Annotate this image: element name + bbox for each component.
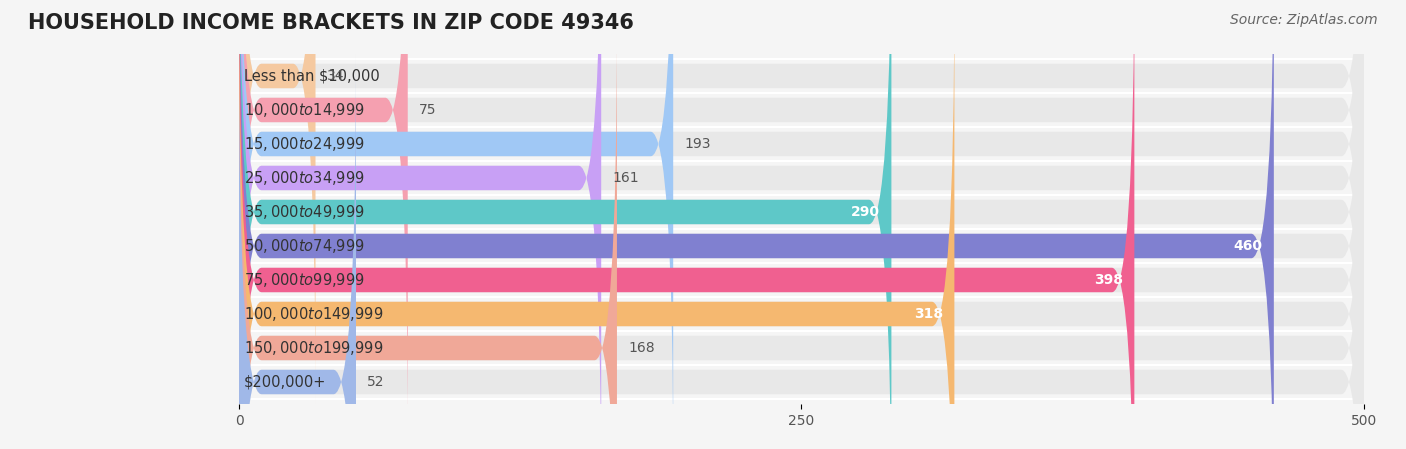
Text: 52: 52 (367, 375, 385, 389)
Text: $50,000 to $74,999: $50,000 to $74,999 (243, 237, 364, 255)
Text: 161: 161 (613, 171, 640, 185)
FancyBboxPatch shape (239, 0, 1364, 449)
FancyBboxPatch shape (239, 20, 617, 449)
Text: 318: 318 (914, 307, 943, 321)
Text: 460: 460 (1233, 239, 1263, 253)
Text: Less than $10,000: Less than $10,000 (243, 69, 380, 84)
FancyBboxPatch shape (239, 0, 1364, 438)
FancyBboxPatch shape (239, 0, 1364, 404)
FancyBboxPatch shape (239, 0, 1364, 449)
FancyBboxPatch shape (239, 0, 1364, 449)
Text: Source: ZipAtlas.com: Source: ZipAtlas.com (1230, 13, 1378, 27)
Text: $75,000 to $99,999: $75,000 to $99,999 (243, 271, 364, 289)
Text: $150,000 to $199,999: $150,000 to $199,999 (243, 339, 382, 357)
Text: 193: 193 (685, 137, 711, 151)
Text: 398: 398 (1094, 273, 1123, 287)
Text: $15,000 to $24,999: $15,000 to $24,999 (243, 135, 364, 153)
Text: 34: 34 (326, 69, 344, 83)
FancyBboxPatch shape (239, 0, 1135, 449)
Text: $100,000 to $149,999: $100,000 to $149,999 (243, 305, 382, 323)
FancyBboxPatch shape (239, 0, 955, 449)
Text: HOUSEHOLD INCOME BRACKETS IN ZIP CODE 49346: HOUSEHOLD INCOME BRACKETS IN ZIP CODE 49… (28, 13, 634, 34)
FancyBboxPatch shape (239, 54, 1364, 449)
Text: $10,000 to $14,999: $10,000 to $14,999 (243, 101, 364, 119)
FancyBboxPatch shape (239, 0, 673, 449)
FancyBboxPatch shape (239, 0, 1364, 449)
Text: 168: 168 (628, 341, 655, 355)
FancyBboxPatch shape (239, 0, 891, 449)
FancyBboxPatch shape (239, 0, 602, 449)
FancyBboxPatch shape (239, 0, 408, 438)
Text: $25,000 to $34,999: $25,000 to $34,999 (243, 169, 364, 187)
FancyBboxPatch shape (239, 0, 1364, 449)
FancyBboxPatch shape (239, 0, 1364, 449)
Text: 75: 75 (419, 103, 436, 117)
Text: $35,000 to $49,999: $35,000 to $49,999 (243, 203, 364, 221)
FancyBboxPatch shape (239, 0, 315, 404)
FancyBboxPatch shape (239, 0, 1274, 449)
Text: $200,000+: $200,000+ (243, 374, 326, 389)
FancyBboxPatch shape (239, 54, 356, 449)
FancyBboxPatch shape (239, 20, 1364, 449)
Text: 290: 290 (851, 205, 880, 219)
